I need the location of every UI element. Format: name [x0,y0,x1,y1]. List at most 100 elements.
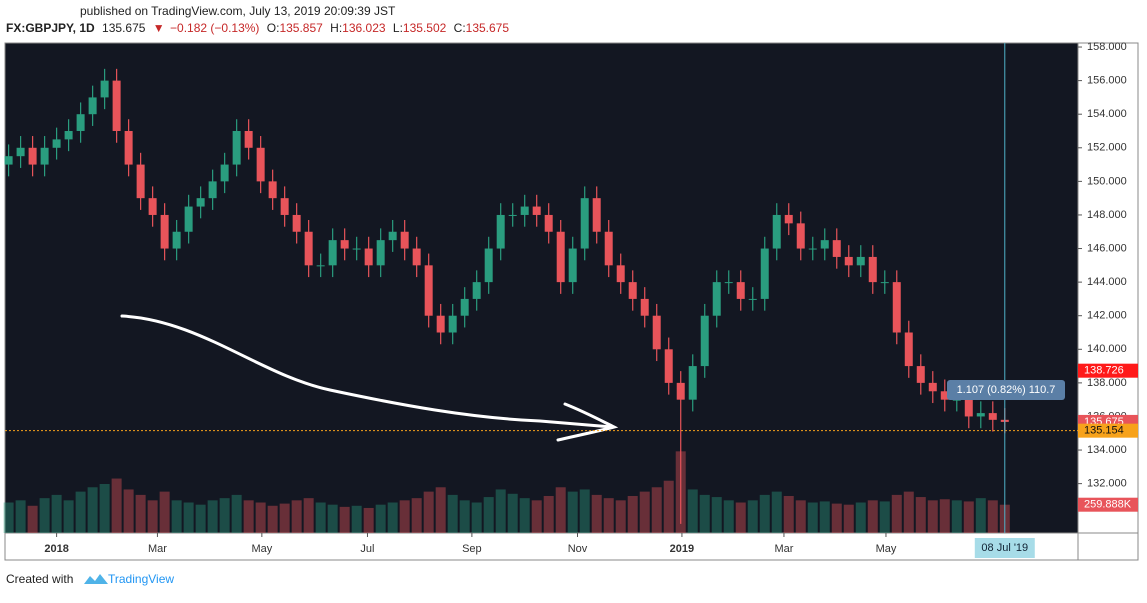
volume-bar [891,494,902,533]
candle-body [844,256,853,266]
candle-body [256,147,265,182]
volume-bar [819,501,830,533]
candle-body [484,248,493,283]
candle-body [172,231,181,249]
candle-body [268,181,277,199]
volume-bar [579,489,590,533]
volume-bar [867,500,878,533]
candle-body [796,223,805,249]
marks: 132.000134.000136.000138.000140.000142.0… [3,41,1127,555]
brand-logo [84,574,108,584]
volume-bar [195,504,206,533]
volume-bar [423,491,434,533]
volume-bar [147,500,158,533]
volume-bar [279,503,290,533]
volume-bar [951,500,962,533]
candle-body [52,139,61,148]
candle-body [4,156,13,165]
volume-bar [747,500,758,533]
volume-bar [87,487,98,533]
candle-body [904,332,913,367]
volume-bar [771,491,782,533]
volume-bar [483,497,494,533]
y-tick-label: 148.000 [1087,209,1127,221]
y-tick-label: 138.000 [1087,377,1127,389]
volume-bar [171,500,182,533]
candle-body [784,214,793,224]
candle-body [724,282,733,284]
ohlc-key: C: [454,21,466,35]
candle-body [664,349,673,383]
candle-body [232,130,241,165]
volume-bar [99,484,110,533]
candle-body [820,240,829,249]
volume-bar [351,505,362,533]
candle-body [856,256,865,266]
candle-body [592,198,601,232]
y-tick-label: 142.000 [1087,310,1127,322]
volume-bar [723,500,734,533]
candle-body [112,80,121,131]
candle-body [928,382,937,392]
candle-body [616,265,625,283]
candle-body [832,240,841,257]
price-label-bg [1078,423,1138,438]
volume-bar [783,495,794,533]
candle-body [412,248,421,266]
ohlc-value: 135.675 [466,21,510,35]
volume-bar [111,478,122,533]
last-price: 135.675 [102,21,146,35]
volume-bar [135,494,146,533]
volume-bar [555,487,566,533]
candle-body [676,382,685,400]
volume-bar [975,498,986,533]
volume-bar [255,502,266,533]
crosshair-label: 08 Jul '19 [981,542,1028,554]
footer-brand: TradingView [108,572,174,586]
candle-body [460,298,469,316]
overlay: 08 Jul '19138.726135.675135.154259.888K1… [5,43,1138,558]
x-tick-label: 2019 [670,543,694,555]
volume-bar [375,504,386,533]
candle-body [544,214,553,232]
volume-bar [543,495,554,533]
candle-body [316,265,325,267]
volume-bar [639,491,650,533]
volume-bar [3,502,14,533]
frame [4,42,1139,561]
y-tick-label: 158.000 [1087,41,1127,53]
volume-bar [699,494,710,533]
candle-body [640,298,649,316]
measure-box [947,380,1065,400]
volume-bar [735,502,746,533]
change: −0.182 (−0.13%) [170,21,259,35]
annotation-arrow [120,314,614,429]
candle-body [448,315,457,333]
x-tick-label: Jul [360,543,374,555]
symbol-line: FX:GBPJPY, 1D 135.675 ▼ −0.182 (−0.13%) … [6,21,509,35]
candle-body [352,248,361,250]
down-triangle: ▼ [153,21,165,35]
volume-bar [399,500,410,533]
volume-bar [447,494,458,533]
volume-bar [159,491,170,533]
candle-body [328,240,337,266]
candle-body [472,282,481,299]
candle-body [580,198,589,249]
x-tick-label: Mar [774,543,793,555]
candle-body [76,114,85,131]
volume-bar [207,500,218,533]
candle-body [64,130,73,140]
y-tick-label: 144.000 [1087,276,1127,288]
volume-bar [519,498,530,533]
y-tick-label: 152.000 [1087,142,1127,154]
x-tick-label: 2018 [44,543,68,555]
y-tick-label: 154.000 [1087,108,1127,120]
candle-body [28,147,37,165]
arrow-head [556,402,619,442]
candle-body [160,214,169,249]
volume-bar [435,487,446,533]
volume-bar [339,506,350,533]
volume-bar [243,500,254,533]
candle-body [748,298,757,300]
